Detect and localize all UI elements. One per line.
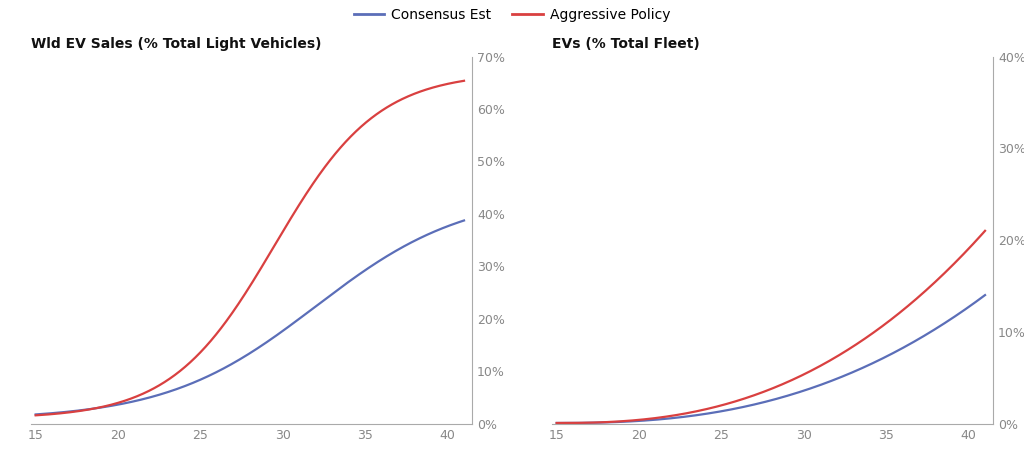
Legend: Consensus Est, Aggressive Policy: Consensus Est, Aggressive Policy [348,2,676,27]
Text: Wld EV Sales (% Total Light Vehicles): Wld EV Sales (% Total Light Vehicles) [31,37,322,51]
Text: EVs (% Total Fleet): EVs (% Total Fleet) [552,37,699,51]
